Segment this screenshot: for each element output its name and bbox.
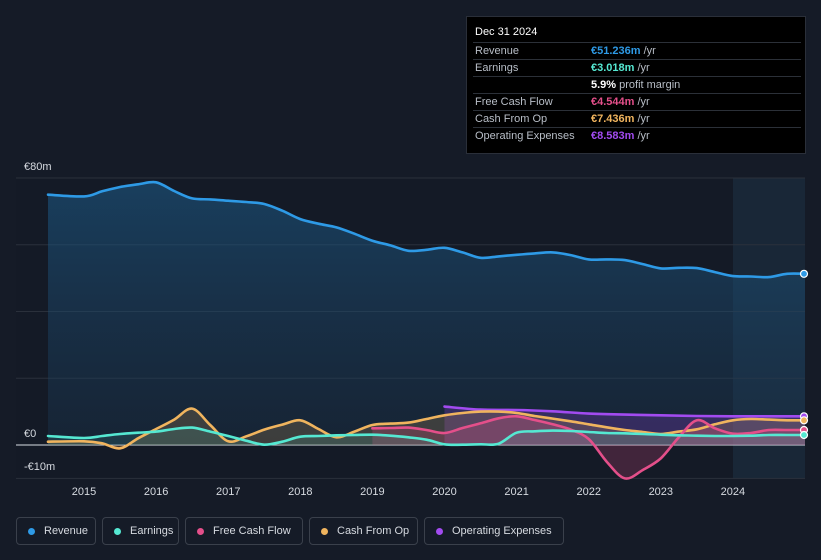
revenue-end-dot — [799, 269, 809, 278]
x-tick-label: 2022 — [576, 486, 600, 498]
tooltip-row: Operating Expenses €8.583m /yr — [467, 127, 807, 144]
free-cash-flow-line — [371, 414, 807, 480]
legend-label: Free Cash Flow — [213, 525, 291, 537]
y-tick-label: €0 — [24, 428, 36, 440]
tooltip-row-label: Cash From Op — [475, 113, 548, 125]
y-axis-ticks: €80m €0 -€10m — [24, 161, 55, 473]
legend-item-earnings[interactable]: Earnings — [102, 517, 179, 545]
tooltip-row-value: €7.436m /yr — [591, 113, 650, 125]
operating-expenses-line — [443, 405, 807, 418]
tooltip-row-label: Operating Expenses — [475, 130, 575, 142]
x-axis-ticks: 2015 2016 2017 2018 2019 2020 2021 2022 2023 2024 — [72, 486, 745, 498]
x-tick-label: 2021 — [504, 486, 528, 498]
legend-label: Cash From Op — [337, 525, 410, 537]
tooltip-row: Free Cash Flow €4.544m /yr — [467, 93, 807, 110]
legend-label: Revenue — [44, 525, 89, 537]
data-tooltip: Dec 31 2024 Revenue €51.236m /yr Earnings €… — [466, 16, 806, 154]
tooltip-row: Revenue €51.236m /yr — [467, 42, 807, 59]
legend-dot-icon — [197, 528, 204, 535]
legend-dot-icon — [321, 528, 328, 535]
tooltip-row: Earnings €3.018m /yr — [467, 59, 807, 76]
tooltip-date: Dec 31 2024 — [475, 26, 538, 38]
revenue-area — [48, 182, 805, 445]
revenue-line — [46, 180, 807, 279]
x-tick-label: 2016 — [144, 486, 168, 498]
x-tick-label: 2020 — [432, 486, 456, 498]
tooltip-row-label: Earnings — [475, 62, 519, 74]
x-tick-label: 2019 — [360, 486, 384, 498]
tooltip-row-value: €51.236m /yr — [591, 45, 656, 57]
legend-label: Earnings — [130, 525, 174, 537]
legend-dot-icon — [114, 528, 121, 535]
tooltip-row-label: Free Cash Flow — [475, 96, 553, 108]
tooltip-row: Cash From Op €7.436m /yr — [467, 110, 807, 127]
x-tick-label: 2017 — [216, 486, 240, 498]
tooltip-row-value: €8.583m /yr — [591, 130, 650, 142]
legend-dot-icon — [28, 528, 35, 535]
tooltip-row-value: €3.018m /yr — [591, 62, 650, 74]
cash-from-op-line — [46, 407, 807, 450]
legend-label: Operating Expenses — [452, 525, 552, 537]
tooltip-row-label: Revenue — [475, 45, 520, 57]
series-end-dots — [799, 269, 809, 440]
cash-from-op-end-dot — [799, 416, 809, 425]
x-tick-label: 2018 — [288, 486, 312, 498]
cash-from-op-area — [48, 408, 805, 449]
x-tick-label: 2023 — [649, 486, 673, 498]
legend-dot-icon — [436, 528, 443, 535]
tooltip-row: 5.9% profit margin — [467, 76, 807, 93]
legend-item-free-cash-flow[interactable]: Free Cash Flow — [185, 517, 303, 545]
earnings-end-dot — [799, 430, 809, 440]
y-tick-label: €80m — [24, 161, 52, 173]
earnings-line — [46, 426, 807, 447]
tooltip-row-value: €4.544m /yr — [591, 96, 650, 108]
x-tick-label: 2024 — [721, 486, 745, 498]
series-lines — [46, 180, 807, 480]
legend-item-cash-from-op[interactable]: Cash From Op — [309, 517, 418, 545]
tooltip-row-value: 5.9% profit margin — [591, 79, 681, 91]
legend-item-operating-expenses[interactable]: Operating Expenses — [424, 517, 564, 545]
x-tick-label: 2015 — [72, 486, 96, 498]
legend-item-revenue[interactable]: Revenue — [16, 517, 96, 545]
free-cash-flow-area — [372, 416, 805, 479]
y-tick-label: -€10m — [24, 461, 55, 473]
